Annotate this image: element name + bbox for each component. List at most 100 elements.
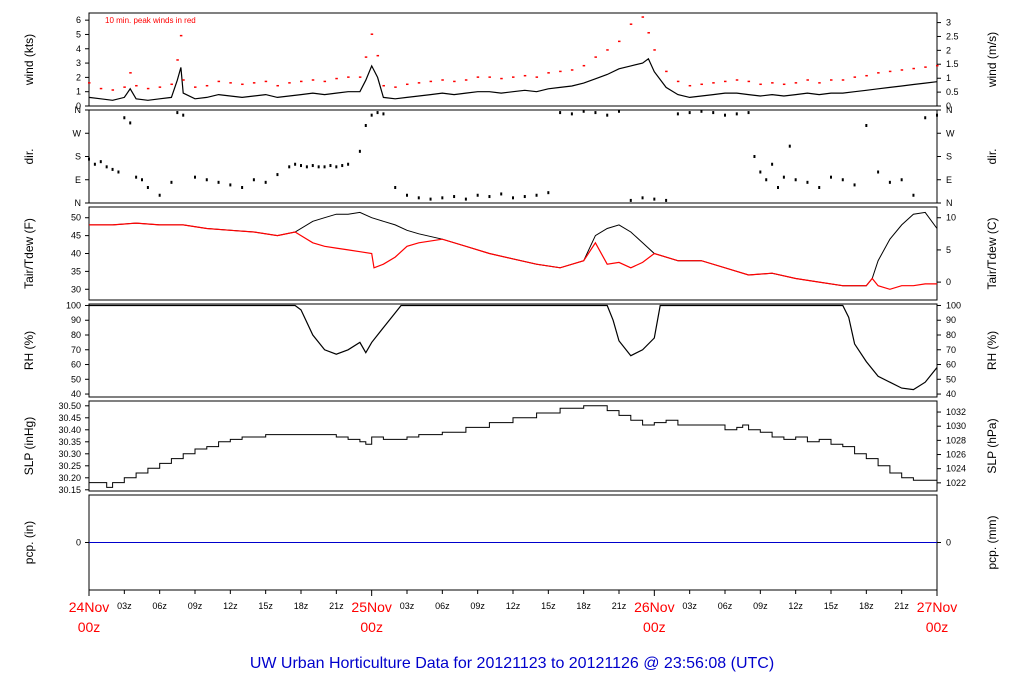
wind-peak-point [382,84,385,87]
wind-peak-point [618,40,621,43]
wind-peak-point [276,84,279,87]
wind-peak-point [429,80,433,83]
x-hour-tick-label: 21z [329,601,344,611]
dir-point [841,178,844,182]
x-hour-tick-label: 15z [541,601,556,611]
wind-peak-point [912,67,915,70]
wind-peak-point [358,76,362,78]
dir-ylabel-right: dir. [985,148,999,164]
wind-ytick-label-left: 1 [76,87,81,97]
dir-point [900,178,903,182]
dir-point [217,180,220,184]
dir-point [117,170,120,174]
wind-peak-point [653,49,656,51]
dir-point [105,165,108,169]
dir-point [606,113,609,117]
dir-ytick-label-right: W [946,128,955,138]
wind-peak-point [688,84,692,87]
dir-point [853,183,856,187]
wind-peak-point [370,33,374,35]
wind-peak-point [170,83,173,86]
slp-ytick-label-left: 30.45 [58,413,81,423]
x-day-time-label: 00z [643,619,666,635]
rh-ytick-label-right: 60 [946,360,956,370]
x-hour-tick-label: 15z [258,601,273,611]
wind-ytick-label-right: 3 [946,18,951,28]
wind-ytick-label-left: 4 [76,44,81,54]
slp-ytick-label-right: 1026 [946,450,966,460]
dir-point [453,195,456,199]
wind-peak-point [547,72,550,74]
wind-peak-point [724,80,727,83]
wind-peak-point [129,72,132,74]
wind-peak-point [853,76,857,78]
wind-peak-point [794,82,798,84]
wind-ytick-label-right: 1.5 [946,59,959,69]
dir-point [335,165,338,169]
dir-point [936,113,938,117]
dir-ytick-label-right: E [946,175,952,185]
dir-point [176,111,179,115]
dir-point [182,113,185,117]
dir-ytick-label-left: E [75,175,81,185]
x-hour-tick-label: 21z [612,601,627,611]
dir-point [488,195,491,199]
dir-point [547,191,550,195]
temp-ytick-label-left: 30 [71,284,81,294]
wind-peak-point [288,82,291,84]
dir-point [523,195,526,199]
rh-ytick-label-right: 40 [946,389,956,399]
dir-point [865,124,868,127]
chart-title: UW Urban Horticulture Data for 20121123 … [250,655,774,672]
slp-ytick-label-left: 30.15 [58,485,81,495]
wind-ytick-label-right: 2 [946,45,951,55]
x-hour-tick-label: 06z [152,601,167,611]
x-hour-tick-label: 18z [576,601,591,611]
dir-point [229,183,232,187]
rh-ytick-label-right: 90 [946,315,956,325]
dir-point [594,111,597,115]
dir-point [476,193,479,197]
x-hour-tick-label: 12z [788,601,803,611]
rh-ytick-label-right: 50 [946,374,956,384]
dir-ytick-label-left: S [75,152,81,162]
rh-ylabel-right: RH (%) [985,331,999,370]
wind-peak-point [205,84,209,87]
temp-ylabel-left: Tair/Tdew (F) [22,218,36,289]
dir-point [311,164,314,168]
rh-ytick-label-left: 100 [66,300,81,310]
slp-ytick-label-left: 30.20 [58,473,81,483]
temp-ytick-label-right: 0 [946,277,951,287]
dir-point [170,180,173,184]
rh-ytick-label-right: 80 [946,330,956,340]
dir-point [406,193,408,197]
dir-point [141,178,143,182]
x-hour-tick-label: 09z [188,601,203,611]
x-hour-tick-label: 15z [824,601,839,611]
wind-peak-point [747,80,751,83]
rh-ytick-label-left: 50 [71,374,81,384]
x-hour-tick-label: 12z [223,601,238,611]
dir-panel-frame [88,109,938,204]
dir-point [806,180,809,184]
wind-ytick-label-right: 2.5 [946,31,959,41]
dir-point [158,193,161,197]
tair-line [89,211,938,287]
wind-peak-point [335,77,338,80]
dir-point [641,196,644,200]
rh-ytick-label-left: 80 [71,330,81,340]
dir-ytick-label-right: S [946,152,952,162]
wind-peak-point [841,79,845,81]
wind-peak-point [900,69,904,71]
pcp-ylabel-left: pcp. (in) [22,521,36,564]
dir-point [753,155,756,158]
dir-point [747,111,750,115]
slp-ytick-label-left: 30.40 [58,425,81,435]
rh-ylabel-left: RH (%) [22,331,36,370]
wind-peak-point [111,89,115,91]
dir-point [358,149,361,153]
wind-peak-point [323,80,327,83]
wind-ytick-label-right: 0.5 [946,87,959,97]
dir-ytick-label-left: N [75,198,82,208]
